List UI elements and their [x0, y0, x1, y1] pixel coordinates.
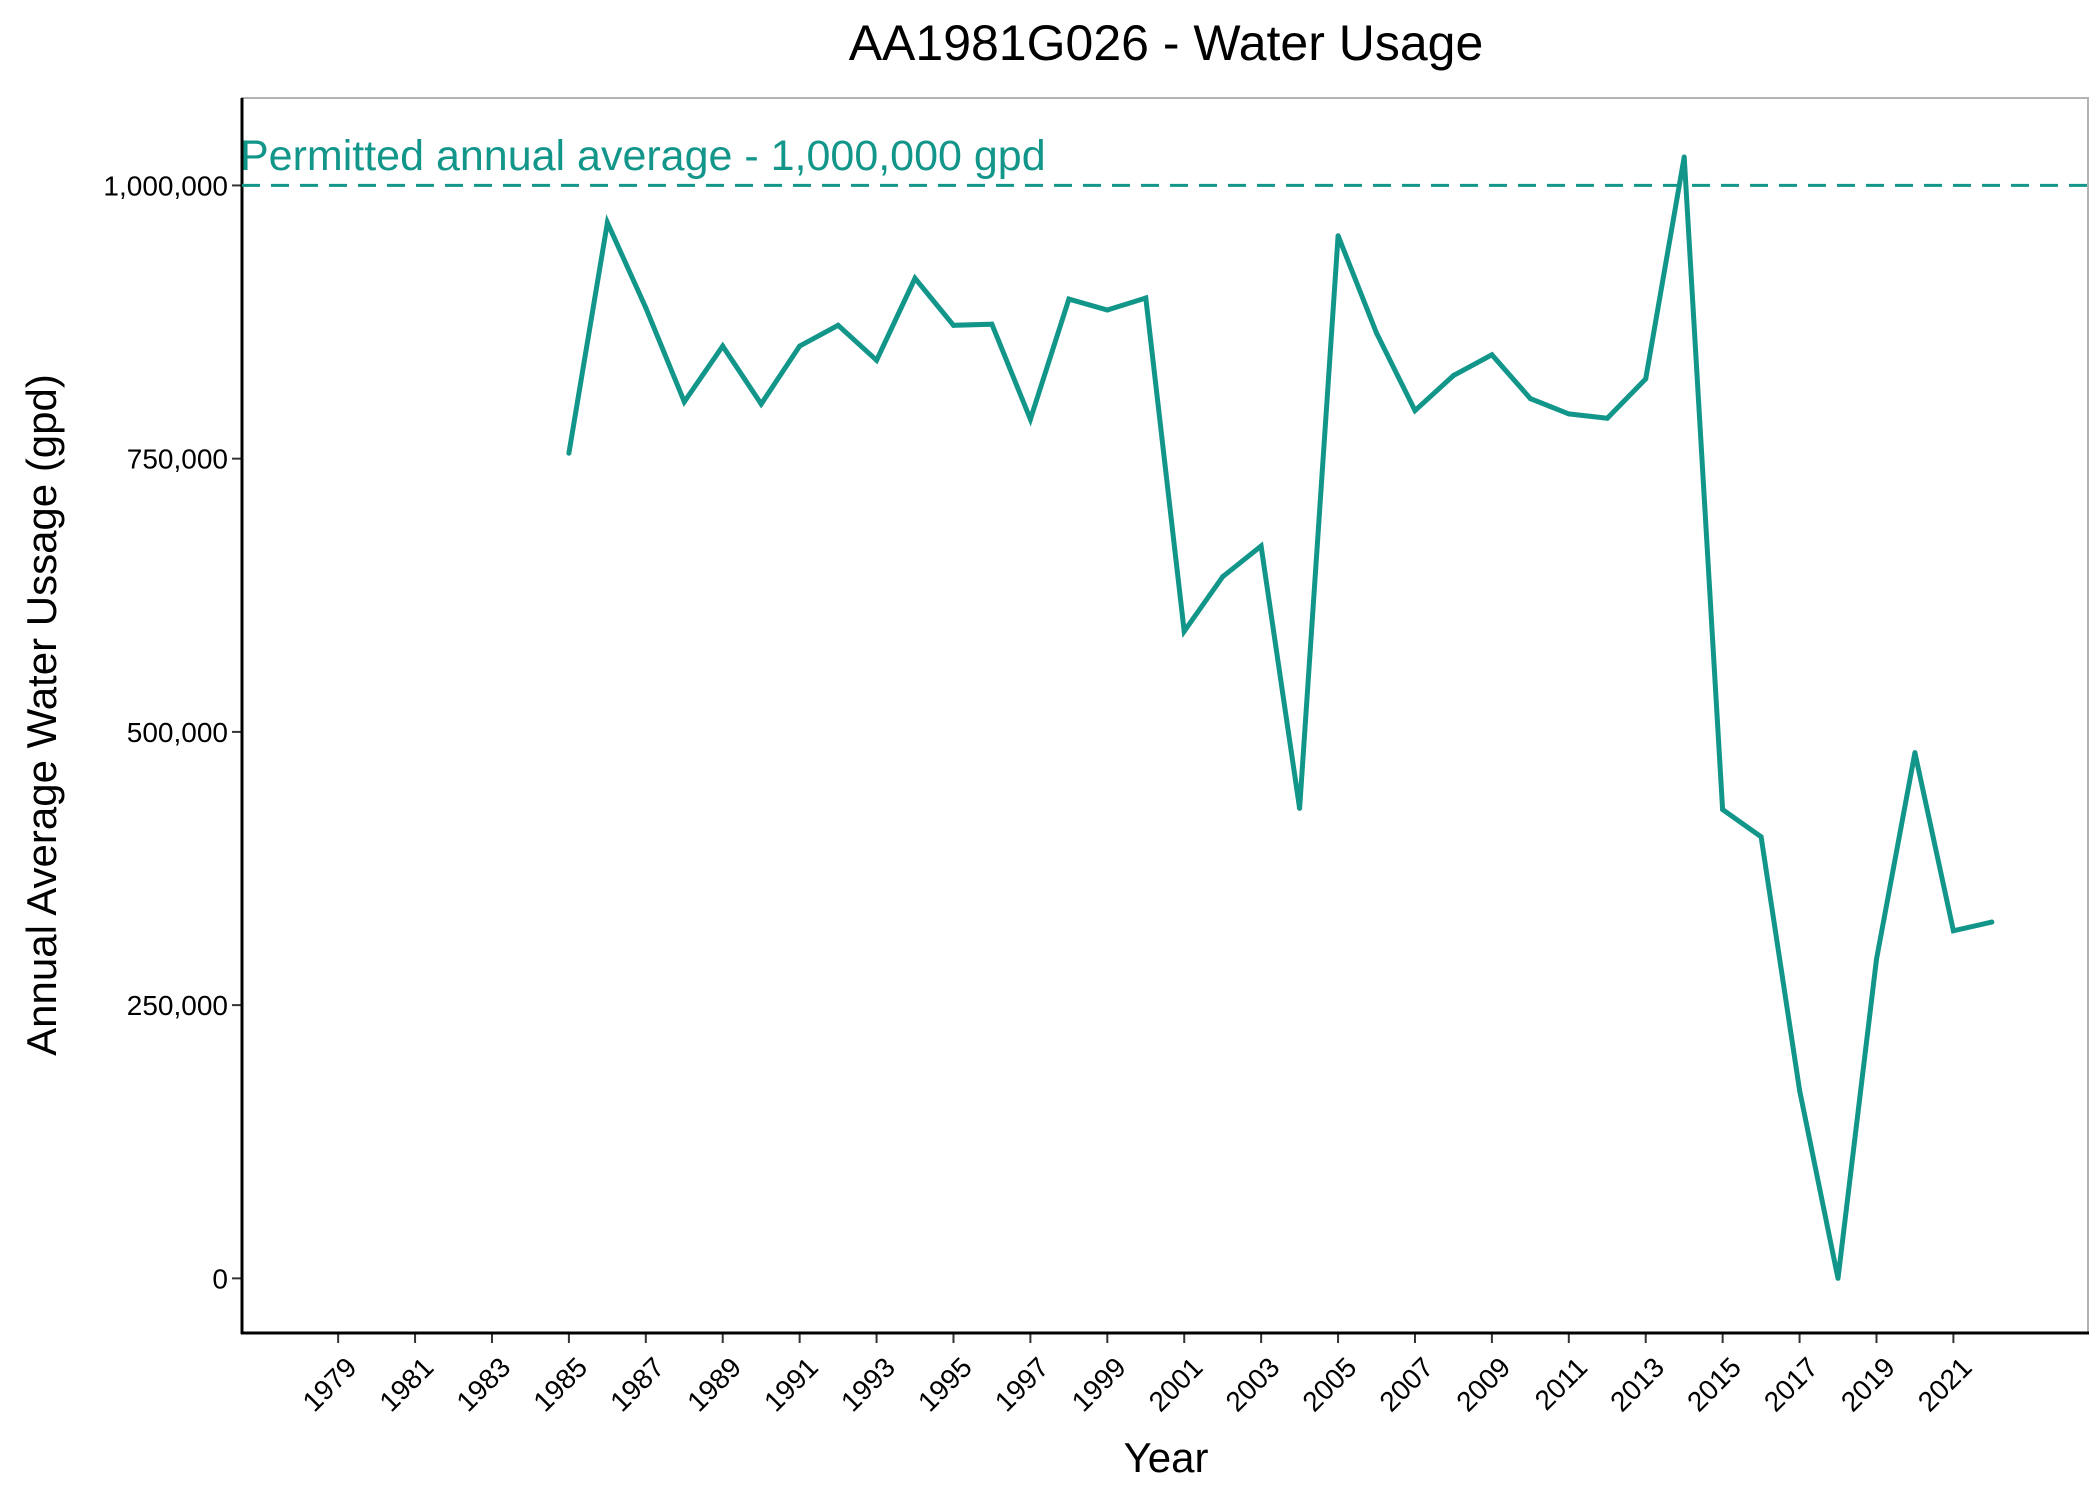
y-axis-title: Annual Average Water Ussage (gpd): [18, 374, 65, 1056]
x-tick-label: 2013: [1604, 1351, 1670, 1417]
x-tick-label: 1983: [450, 1351, 516, 1417]
x-tick-label: 1985: [527, 1351, 593, 1417]
data-point: [1989, 919, 1995, 925]
x-tick-label: 2019: [1835, 1351, 1901, 1417]
data-point: [1143, 295, 1149, 301]
x-axis-title: Year: [1124, 1434, 1209, 1481]
x-tick-label: 1999: [1066, 1351, 1132, 1417]
x-tick-label: 1997: [989, 1351, 1055, 1417]
x-tick-label: 2003: [1220, 1351, 1286, 1417]
series-line: [566, 156, 1993, 1279]
data-point: [1835, 1275, 1841, 1281]
y-tick-label: 750,000: [127, 444, 228, 475]
x-tick-label: 1991: [758, 1351, 824, 1417]
data-point: [1950, 928, 1956, 934]
y-tick-label: 1,000,000: [103, 170, 228, 201]
data-point: [1374, 330, 1380, 336]
data-point: [1066, 296, 1072, 302]
data-point: [720, 343, 726, 349]
data-point: [681, 399, 687, 405]
data-point: [1489, 352, 1495, 358]
permitted-average-label: Permitted annual average - 1,000,000 gpd: [240, 132, 1046, 180]
data-point: [758, 401, 764, 407]
data-point: [1758, 834, 1764, 840]
data-point: [1450, 373, 1456, 379]
data-point: [1527, 396, 1533, 402]
data-point: [1297, 805, 1303, 811]
x-tick-label: 1981: [373, 1351, 439, 1417]
x-tick-label: 1979: [297, 1351, 363, 1417]
data-point: [912, 275, 918, 281]
data-point: [1797, 1087, 1803, 1093]
x-tick-label: 2017: [1758, 1351, 1824, 1417]
data-point: [1181, 628, 1187, 634]
data-point: [797, 343, 803, 349]
data-point: [1720, 806, 1726, 812]
y-axis-ticks: 0 250,000 500,000 750,000 1,000,000: [103, 170, 242, 1294]
data-point: [1220, 574, 1226, 580]
data-point: [1643, 376, 1649, 382]
x-tick-label: 1993: [835, 1351, 901, 1417]
x-tick-label: 1987: [604, 1351, 670, 1417]
data-point: [874, 357, 880, 363]
data-point: [1604, 415, 1610, 421]
x-axis-ticks: 1979 1981 1983 1985 1987 1989 1991 1993 1995 1997…: [297, 1333, 1978, 1417]
data-point: [1873, 956, 1879, 962]
y-tick-label: 500,000: [127, 717, 228, 748]
data-point: [950, 322, 956, 328]
x-tick-label: 2015: [1681, 1351, 1747, 1417]
data-point: [1335, 233, 1341, 239]
data-point: [1412, 408, 1418, 414]
x-tick-label: 2005: [1296, 1351, 1362, 1417]
data-point: [989, 321, 995, 327]
data-point: [1027, 416, 1033, 422]
data-point: [1104, 307, 1110, 313]
y-tick-label: 0: [212, 1263, 228, 1294]
x-tick-label: 1989: [681, 1351, 747, 1417]
data-point: [604, 220, 610, 226]
data-point: [1258, 543, 1264, 549]
data-point: [566, 450, 572, 456]
data-point: [643, 305, 649, 311]
y-tick-label: 250,000: [127, 990, 228, 1021]
x-tick-label: 1995: [912, 1351, 978, 1417]
data-point: [1681, 154, 1687, 160]
x-tick-label: 2011: [1529, 1351, 1594, 1416]
x-tick-label: 2009: [1450, 1351, 1516, 1417]
chart-title: AA1981G026 - Water Usage: [849, 15, 1484, 71]
x-tick-label: 2021: [1912, 1351, 1978, 1417]
data-point: [1566, 411, 1572, 417]
data-point: [1912, 750, 1918, 756]
x-tick-label: 2001: [1143, 1351, 1209, 1417]
x-tick-label: 2007: [1373, 1351, 1439, 1417]
data-point: [835, 322, 841, 328]
water-usage-series: [566, 154, 1995, 1281]
